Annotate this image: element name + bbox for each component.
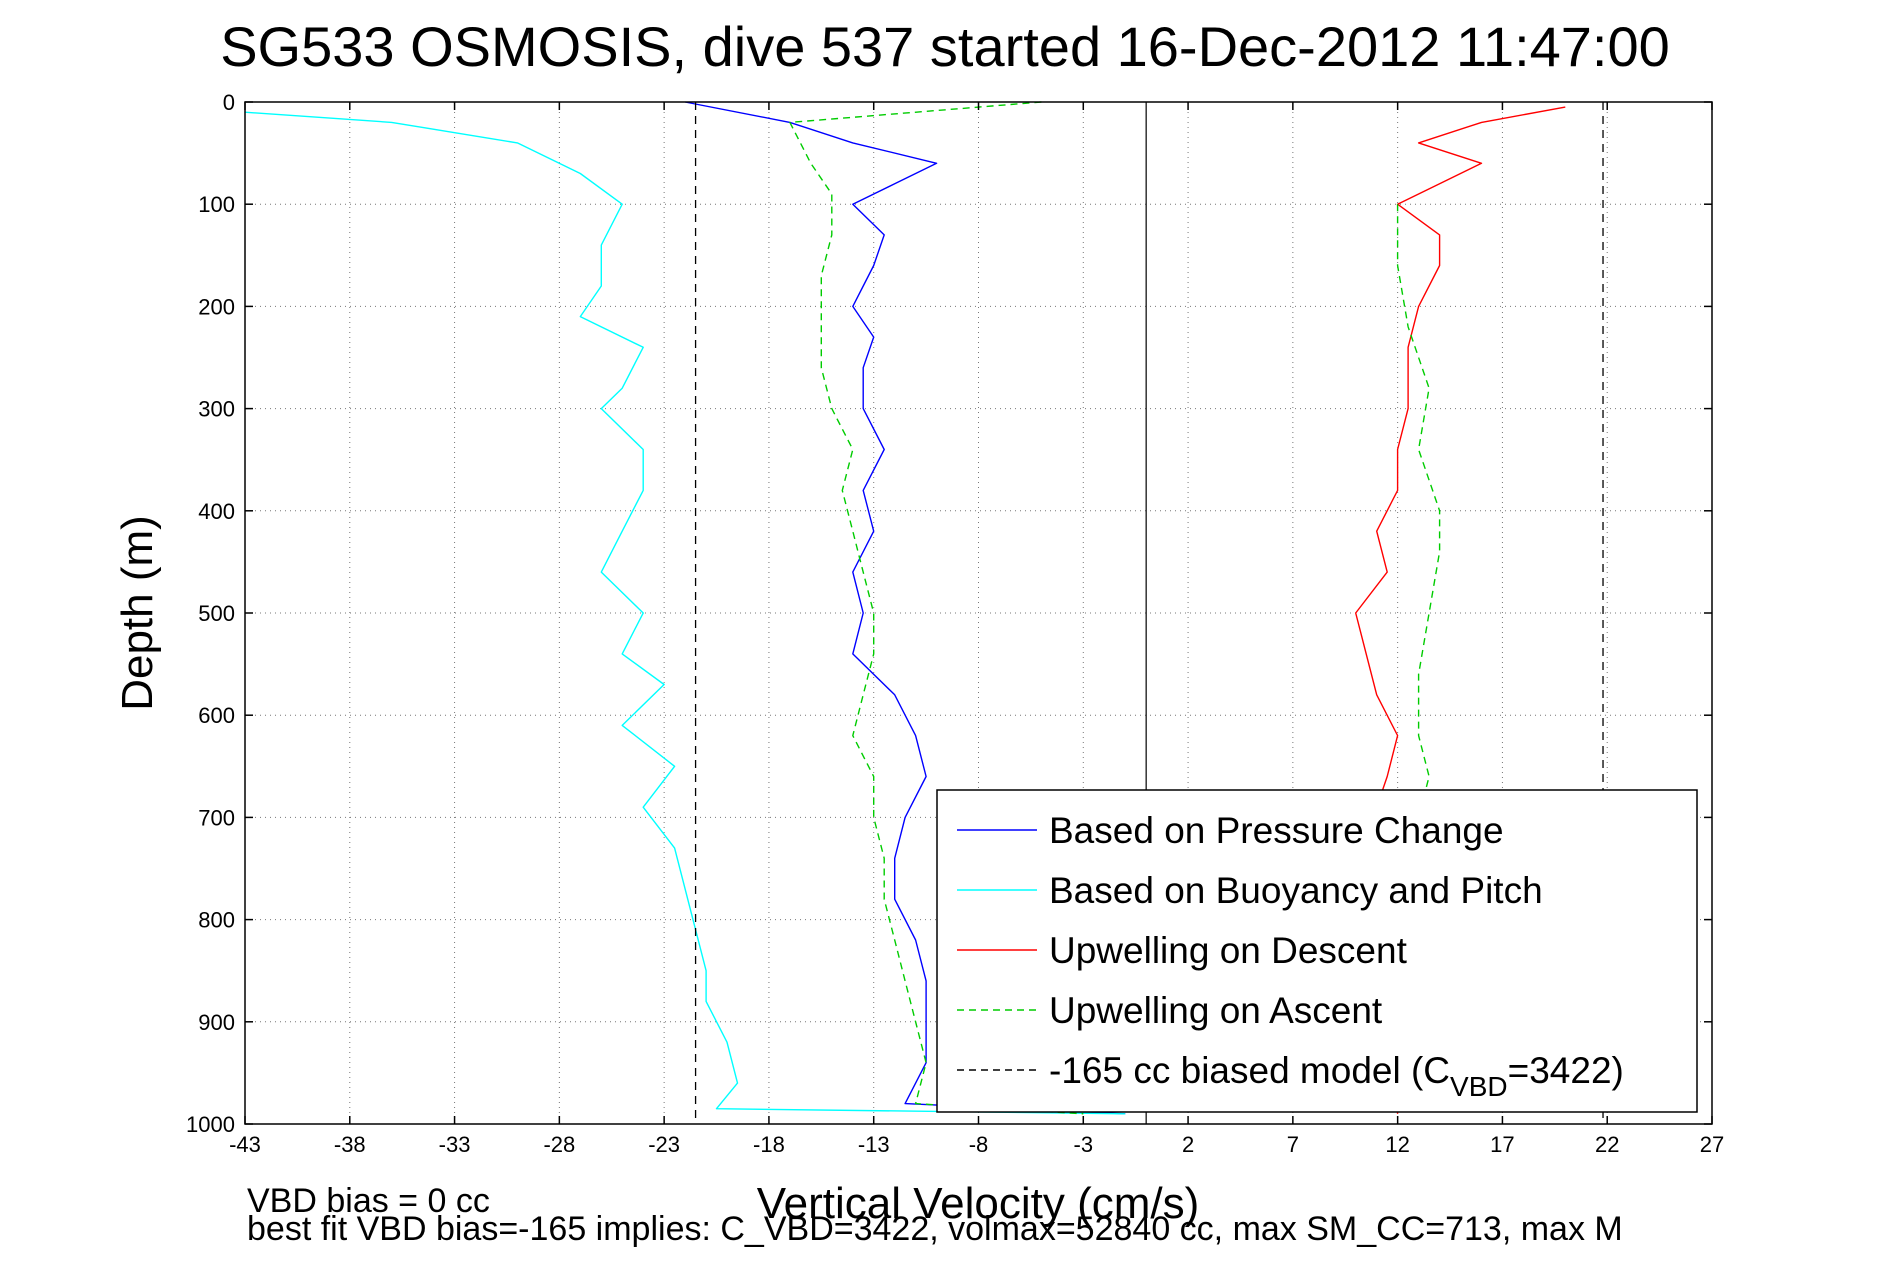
x-tick-label: -8 bbox=[969, 1132, 989, 1157]
axis-ticks: -43 -38 -33 -28 -23 -18 -13 -8 -3 2 7 12 17 22 2701002… bbox=[186, 90, 1724, 1157]
chart-title: SG533 OSMOSIS, dive 537 started 16-Dec-2… bbox=[220, 15, 1670, 78]
series-line-based-on-pressure-change bbox=[684, 101, 1126, 1115]
y-tick-label: 600 bbox=[198, 703, 235, 728]
y-tick-label: 700 bbox=[198, 805, 235, 830]
legend-entry: -165 cc biased model (CVBD=3422) bbox=[1049, 1050, 1624, 1102]
x-tick-label: -43 bbox=[229, 1132, 261, 1157]
x-tick-label: -3 bbox=[1074, 1132, 1094, 1157]
legend-box bbox=[936, 789, 1698, 1113]
legend-entry-suffix: =3422) bbox=[1508, 1050, 1624, 1091]
legend-entry: Upwelling on Descent bbox=[1049, 930, 1408, 971]
x-axis-label: Vertical Velocity (cm/s) bbox=[757, 1179, 1200, 1228]
series-line-upwelling-on-ascent-return bbox=[1396, 204, 1441, 818]
y-axis-label: Depth (m) bbox=[113, 515, 162, 711]
best-fit-note: best fit VBD bias=-165 implies: C_VBD=34… bbox=[247, 1210, 1623, 1248]
y-tick-label: 300 bbox=[198, 397, 235, 422]
legend-entry: Based on Buoyancy and Pitch bbox=[1049, 870, 1543, 911]
vbd-bias-note: VBD bias = 0 cc bbox=[247, 1182, 490, 1220]
x-tick-label: -13 bbox=[858, 1132, 890, 1157]
y-tick-label: 900 bbox=[198, 1010, 235, 1035]
x-tick-label: -33 bbox=[439, 1132, 471, 1157]
plot-area bbox=[244, 101, 1604, 1124]
series-line-upwelling-on-descent bbox=[1355, 106, 1566, 1114]
legend-entry: Upwelling on Ascent bbox=[1049, 990, 1383, 1031]
x-tick-label: -18 bbox=[753, 1132, 785, 1157]
x-tick-label: 17 bbox=[1490, 1132, 1514, 1157]
x-tick-label: -38 bbox=[334, 1132, 366, 1157]
x-tick-label: 2 bbox=[1182, 1132, 1194, 1157]
x-tick-label: 27 bbox=[1700, 1132, 1724, 1157]
y-tick-label: 500 bbox=[198, 601, 235, 626]
x-tick-label: -28 bbox=[543, 1132, 575, 1157]
y-tick-label: 200 bbox=[198, 294, 235, 319]
y-tick-label: 400 bbox=[198, 499, 235, 524]
x-tick-label: 22 bbox=[1595, 1132, 1619, 1157]
y-tick-label: 800 bbox=[198, 908, 235, 933]
y-tick-label: 100 bbox=[198, 192, 235, 217]
x-tick-label: -23 bbox=[648, 1132, 680, 1157]
y-tick-label: 1000 bbox=[186, 1112, 235, 1137]
legend-entry: Based on Pressure Change bbox=[1049, 810, 1504, 851]
x-tick-label: 12 bbox=[1385, 1132, 1409, 1157]
x-tick-label: 7 bbox=[1287, 1132, 1299, 1157]
y-tick-label: 0 bbox=[223, 90, 235, 115]
series-line-upwelling-on-ascent bbox=[789, 101, 1084, 1115]
legend: Based on Pressure Change Based on Buoyanc… bbox=[936, 789, 1698, 1113]
series-line-based-on-buoyancy-and-pitch bbox=[244, 111, 1126, 1115]
legend-entry-prefix: -165 cc biased model (C bbox=[1049, 1050, 1450, 1091]
legend-entry-subscript: VBD bbox=[1450, 1071, 1508, 1102]
